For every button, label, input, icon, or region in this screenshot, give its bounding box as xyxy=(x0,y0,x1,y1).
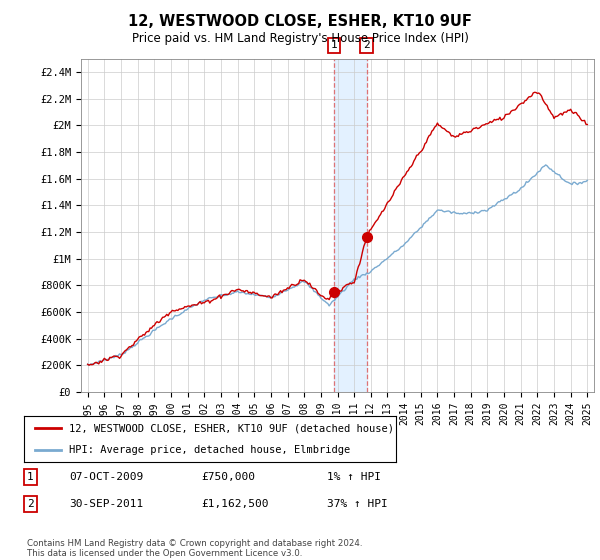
Text: Contains HM Land Registry data © Crown copyright and database right 2024.
This d: Contains HM Land Registry data © Crown c… xyxy=(27,539,362,558)
Text: 1: 1 xyxy=(27,472,34,482)
Text: £750,000: £750,000 xyxy=(201,472,255,482)
Text: 30-SEP-2011: 30-SEP-2011 xyxy=(69,499,143,509)
Text: 37% ↑ HPI: 37% ↑ HPI xyxy=(327,499,388,509)
Text: 12, WESTWOOD CLOSE, ESHER, KT10 9UF: 12, WESTWOOD CLOSE, ESHER, KT10 9UF xyxy=(128,14,472,29)
Text: £1,162,500: £1,162,500 xyxy=(201,499,269,509)
Text: 12, WESTWOOD CLOSE, ESHER, KT10 9UF (detached house): 12, WESTWOOD CLOSE, ESHER, KT10 9UF (det… xyxy=(68,423,394,433)
Text: 1% ↑ HPI: 1% ↑ HPI xyxy=(327,472,381,482)
Text: HPI: Average price, detached house, Elmbridge: HPI: Average price, detached house, Elmb… xyxy=(68,445,350,455)
Text: 2: 2 xyxy=(363,40,370,50)
Text: 1: 1 xyxy=(330,40,337,50)
Text: 07-OCT-2009: 07-OCT-2009 xyxy=(69,472,143,482)
Bar xyxy=(334,59,367,392)
Text: Price paid vs. HM Land Registry's House Price Index (HPI): Price paid vs. HM Land Registry's House … xyxy=(131,32,469,45)
Text: 2: 2 xyxy=(27,499,34,509)
